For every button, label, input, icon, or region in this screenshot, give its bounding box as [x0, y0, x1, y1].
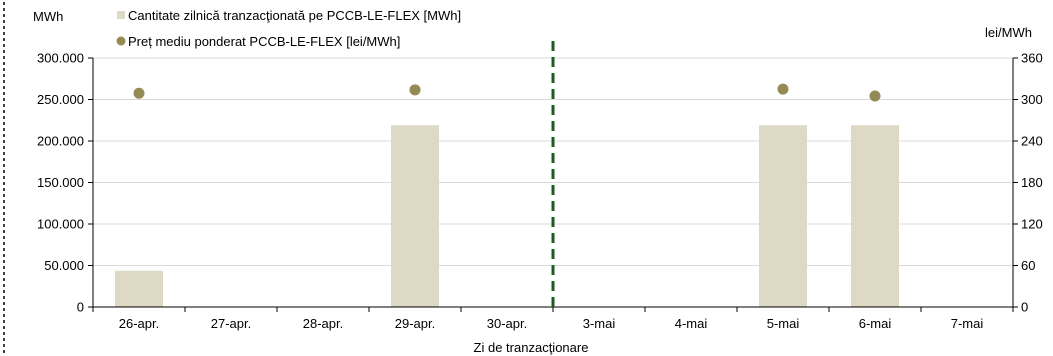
price-point	[409, 84, 421, 96]
legend-bar-swatch	[117, 11, 125, 19]
x-tick-label: 6-mai	[859, 316, 892, 331]
bar	[851, 125, 899, 307]
x-tick-label: 28-apr.	[303, 316, 343, 331]
y-left-tick-label: 200.000	[37, 134, 84, 149]
y-right-tick-label: 60	[1021, 258, 1035, 273]
legend: Cantitate zilnică tranzacţionată pe PCCB…	[116, 8, 461, 49]
x-tick-label: 4-mai	[675, 316, 708, 331]
tick-labels: 0 0 50.000 60 100.000 120 150.000 180 200.000 240…	[37, 51, 1043, 332]
price-point	[869, 90, 881, 102]
y-left-tick-label: 50.000	[44, 258, 84, 273]
x-tick-label: 29-apr.	[395, 316, 435, 331]
bar	[391, 125, 439, 307]
legend-point-swatch	[116, 36, 126, 46]
y-right-tick-label: 120	[1021, 217, 1043, 232]
price-series	[133, 83, 881, 102]
y-left-tick-label: 100.000	[37, 217, 84, 232]
y-right-tick-label: 300	[1021, 92, 1043, 107]
y-left-tick-label: 0	[77, 300, 84, 315]
y-right-tick-label: 240	[1021, 134, 1043, 149]
left-axis-unit: MWh	[33, 9, 63, 24]
x-axis-title: Zi de tranzacţionare	[474, 340, 589, 355]
y-left-tick-label: 150.000	[37, 175, 84, 190]
price-point	[133, 87, 145, 99]
x-tick-label: 3-mai	[583, 316, 616, 331]
x-tick-label: 30-apr.	[487, 316, 527, 331]
price-point	[777, 83, 789, 95]
y-right-tick-label: 360	[1021, 51, 1043, 66]
y-right-tick-label: 180	[1021, 175, 1043, 190]
bar	[115, 270, 163, 307]
y-left-tick-label: 300.000	[37, 51, 84, 66]
y-left-tick-label: 250.000	[37, 92, 84, 107]
bar	[759, 125, 807, 307]
x-tick-label: 5-mai	[767, 316, 800, 331]
x-tick-label: 7-mai	[951, 316, 984, 331]
right-axis-unit: lei/MWh	[985, 25, 1032, 40]
x-tick-label: 26-apr.	[119, 316, 159, 331]
x-tick-label: 27-apr.	[211, 316, 251, 331]
y-right-tick-label: 0	[1021, 300, 1028, 315]
bar-series	[115, 125, 899, 307]
legend-bar-label: Cantitate zilnică tranzacţionată pe PCCB…	[128, 8, 461, 23]
legend-point-label: Preț mediu ponderat PCCB-LE-FLEX [lei/MW…	[128, 34, 400, 49]
